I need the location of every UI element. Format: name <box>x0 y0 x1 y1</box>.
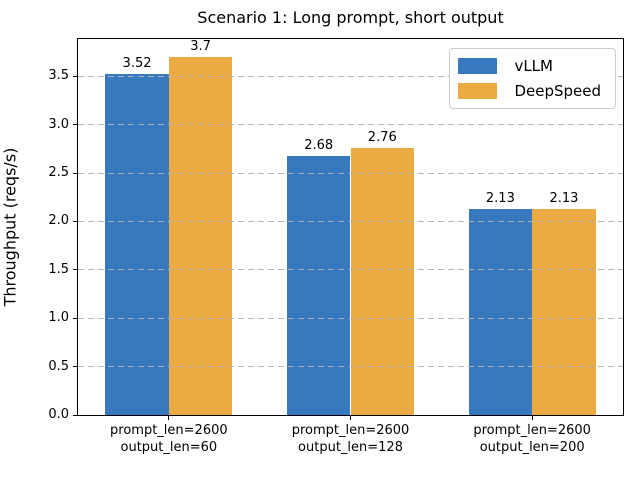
bar-vllm-group1 <box>105 74 169 415</box>
y-tick-label: 3.0 <box>48 116 69 132</box>
x-tick-label-line: prompt_len=2600 <box>473 423 591 438</box>
x-tick-mark <box>168 415 170 420</box>
bar-value-label: 2.68 <box>304 137 334 153</box>
x-tick-label-line: output_len=60 <box>120 440 218 455</box>
gridline-y-1.5 <box>78 269 623 271</box>
bar-deepspeed-group2 <box>350 147 415 415</box>
bar-value-label: 2.76 <box>367 129 397 145</box>
gridline-y-3.0 <box>78 124 623 126</box>
legend-item-deepspeed: DeepSpeed <box>458 82 601 100</box>
bar-value-label: 3.52 <box>122 56 152 72</box>
bar-vllm-group2 <box>286 155 351 415</box>
y-tick-mark <box>73 172 78 174</box>
bar-value-label: 3.7 <box>190 38 211 54</box>
x-tick-label-line: prompt_len=2600 <box>110 423 228 438</box>
gridline-y-2.5 <box>78 172 623 174</box>
legend-label-vllm: vLLM <box>514 57 553 75</box>
y-tick-label: 2.5 <box>48 165 69 181</box>
y-tick-label: 3.5 <box>48 68 69 84</box>
y-tick-mark <box>73 414 78 416</box>
bar-deepspeed-group3 <box>532 208 596 415</box>
gridline-y-3.5 <box>78 75 623 77</box>
x-tick-label-group2: prompt_len=2600 output_len=128 <box>260 422 442 456</box>
y-tick-mark <box>73 220 78 222</box>
legend-label-deepspeed: DeepSpeed <box>514 82 601 100</box>
gridline-y-2.0 <box>78 220 623 222</box>
y-tick-mark <box>73 75 78 77</box>
legend-item-vllm: vLLM <box>458 57 601 75</box>
legend-swatch-vllm <box>458 58 498 74</box>
gridline-y-0.5 <box>78 366 623 368</box>
y-tick-mark <box>73 124 78 126</box>
plot-inner: 3.52 2.68 2.13 3.7 2.76 2.13 0.0 0.5 1.0 1.5 2.0 2.… <box>48 38 623 455</box>
bar-value-label: 2.13 <box>549 190 579 206</box>
chart-title: Scenario 1: Long prompt, short output <box>197 8 504 27</box>
legend: vLLM DeepSpeed <box>449 48 616 109</box>
plot-area: 3.52 2.68 2.13 3.7 2.76 2.13 0.0 0.5 1.0 1.5 2.0 2.… <box>48 38 624 455</box>
y-tick-label: 1.5 <box>48 261 69 277</box>
y-tick-label: 0.0 <box>48 407 69 422</box>
y-tick-label: 0.5 <box>48 358 69 374</box>
x-tick-label-line: output_len=200 <box>479 440 585 455</box>
x-tick-label-group3: prompt_len=2600 output_len=200 <box>441 422 623 456</box>
x-tick-mark <box>531 415 533 420</box>
x-tick-mark <box>350 415 351 420</box>
y-tick-mark <box>73 366 78 368</box>
bar-value-label: 2.13 <box>485 190 515 206</box>
gridline-y-1.0 <box>78 317 623 319</box>
bar-vllm-group3 <box>468 208 533 415</box>
y-tick-mark <box>73 317 78 319</box>
x-tick-label-group1: prompt_len=2600 output_len=60 <box>78 422 260 456</box>
y-tick-mark <box>73 269 78 271</box>
x-tick-label-line: output_len=128 <box>298 440 403 455</box>
y-tick-label: 2.0 <box>48 213 69 229</box>
y-tick-label: 1.0 <box>48 310 69 326</box>
bar-deepspeed-group1 <box>168 56 233 415</box>
legend-swatch-deepspeed <box>458 83 498 99</box>
x-tick-label-line: prompt_len=2600 <box>291 423 410 438</box>
